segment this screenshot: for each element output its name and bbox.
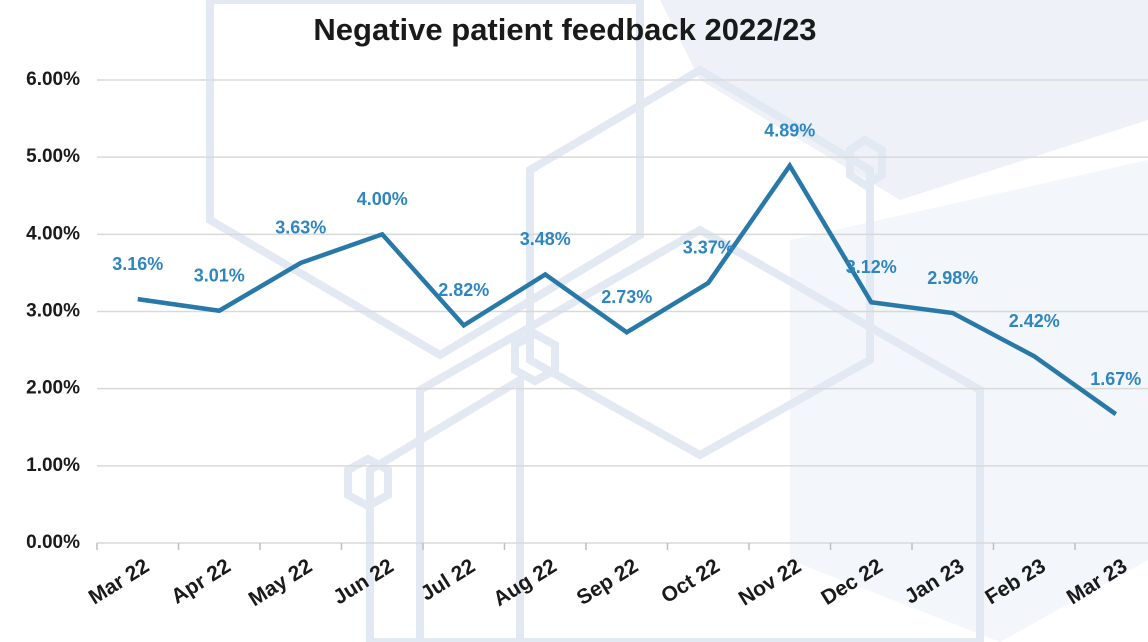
x-tick-label: Jul 22 [417,554,480,605]
data-label: 4.00% [357,189,408,209]
data-label: 3.63% [275,218,326,238]
data-label: 3.37% [683,238,734,258]
y-tick-label: 2.00% [26,378,80,399]
x-tick-label: Mar 22 [85,554,154,609]
data-label: 1.67% [1090,369,1141,389]
data-label: 2.73% [601,287,652,307]
x-tick-label: Sep 22 [573,554,643,609]
chart-title: Negative patient feedback 2022/23 [313,12,816,47]
x-tick-label: Aug 22 [489,554,561,611]
x-tick-label: Jun 22 [329,554,398,609]
x-tick-label: Nov 22 [735,554,806,610]
x-tick-label: May 22 [245,554,317,611]
data-label: 3.16% [112,254,163,274]
data-label: 3.01% [194,265,245,285]
data-label: 2.42% [1009,311,1060,331]
y-tick-label: 5.00% [26,146,80,167]
line [137,161,1118,416]
data-label: 2.98% [927,268,978,288]
y-tick-label: 0.00% [26,532,80,553]
y-tick-label: 3.00% [26,301,80,322]
data-label: 3.48% [520,229,571,249]
y-tick-label: 6.00% [26,69,80,90]
y-tick-label: 4.00% [26,223,80,244]
background-decoration [206,0,1148,642]
data-label: 2.82% [438,280,489,300]
x-tick-label: Oct 22 [657,554,724,608]
y-tick-label: 1.00% [26,455,80,476]
x-tick-label: Apr 22 [167,554,235,608]
data-label: 4.89% [764,120,815,140]
data-label: 3.12% [846,257,897,277]
